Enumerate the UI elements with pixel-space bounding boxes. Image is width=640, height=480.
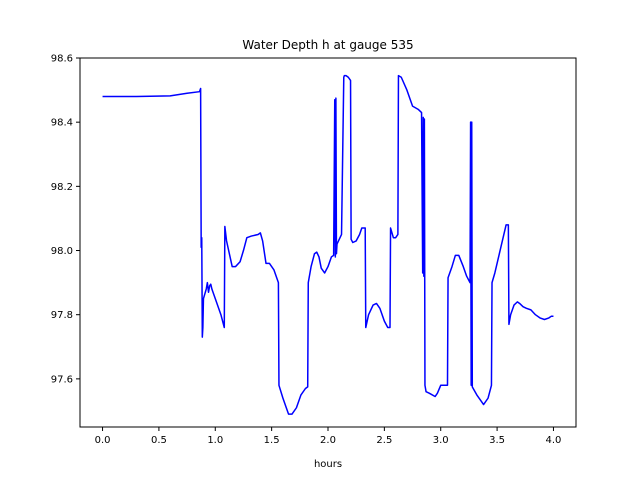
x-tick-label: 2.0	[320, 435, 336, 446]
x-tick-label: 3.5	[489, 435, 505, 446]
x-axis-label: hours	[314, 459, 342, 470]
x-axis: 0.0 0.5 1.0 1.5 2.0 2.5 3.0 3.5 4.0	[95, 427, 562, 446]
y-tick-label: 98.6	[51, 54, 73, 65]
y-tick-label: 97.6	[51, 374, 73, 385]
x-tick-label: 1.5	[264, 435, 280, 446]
y-tick-label: 98.4	[51, 118, 73, 129]
x-tick-label: 0.0	[95, 435, 111, 446]
y-tick-label: 97.8	[51, 310, 73, 321]
chart-title: Water Depth h at gauge 535	[242, 38, 413, 52]
x-tick-label: 3.0	[433, 435, 449, 446]
x-tick-label: 1.0	[207, 435, 223, 446]
y-tick-label: 98.2	[51, 182, 73, 193]
y-axis: 97.6 97.8 98.0 98.2 98.4 98.6	[51, 54, 80, 385]
x-tick-label: 0.5	[151, 435, 167, 446]
series-line	[102, 74, 554, 415]
y-tick-label: 98.0	[51, 246, 73, 257]
x-tick-label: 4.0	[546, 435, 562, 446]
x-tick-label: 2.5	[376, 435, 392, 446]
plot-area	[102, 74, 554, 415]
